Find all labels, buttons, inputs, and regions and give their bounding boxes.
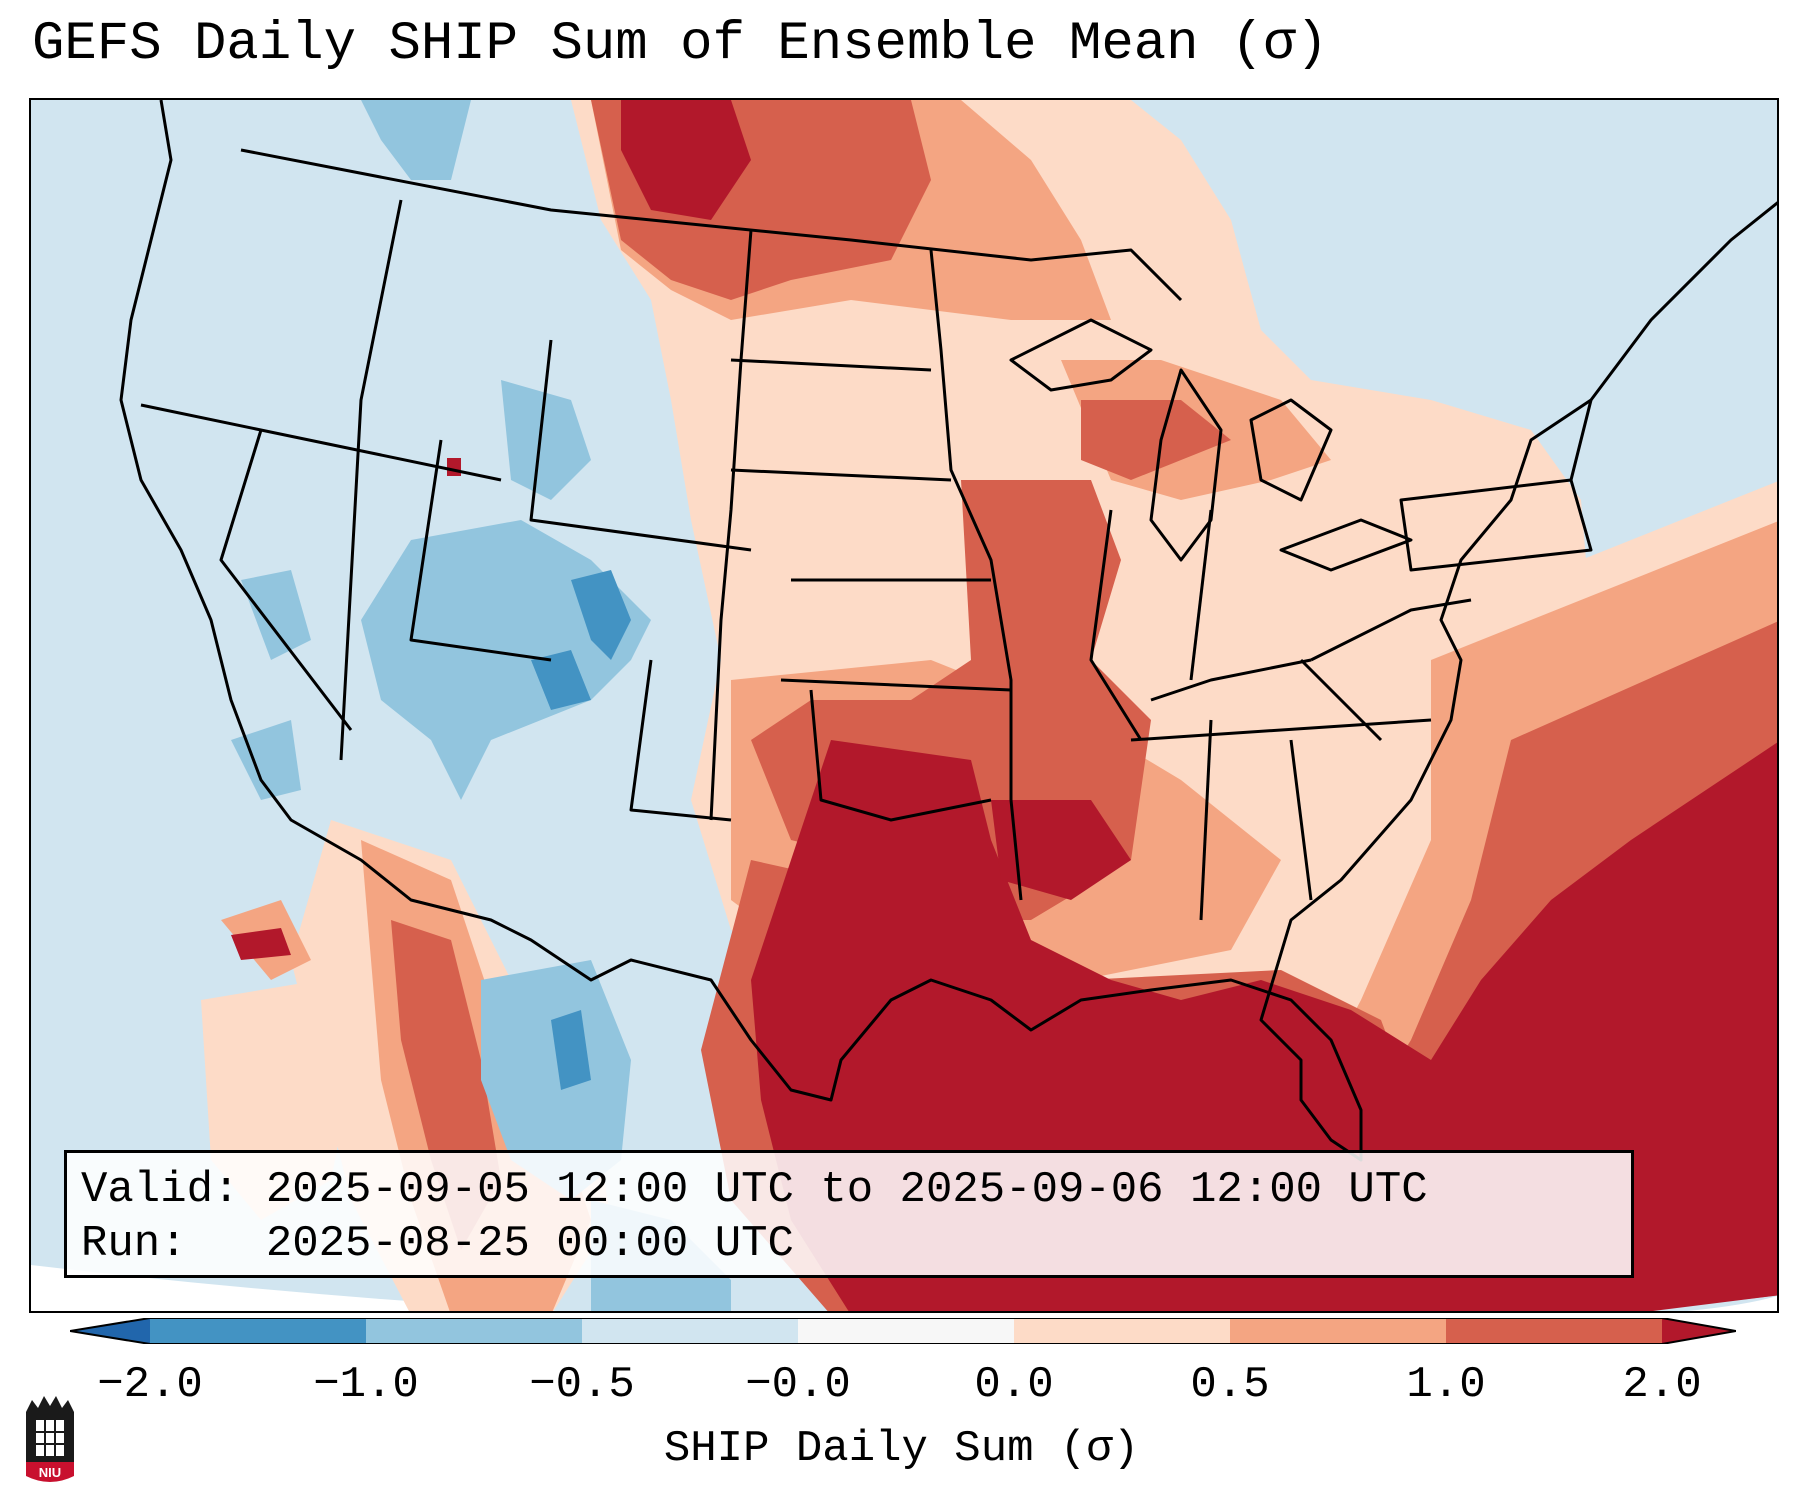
tick-label: 1.0 xyxy=(1406,1360,1486,1410)
colorbar-bin-7 xyxy=(1446,1318,1662,1344)
valid-value: 2025-09-05 12:00 UTC to 2025-09-06 12:00… xyxy=(265,1165,1428,1215)
anomaly-map xyxy=(29,98,1779,1313)
tick-label: −2.0 xyxy=(97,1360,203,1410)
colorbar-bin-1 xyxy=(150,1318,366,1344)
valid-row: Valid: 2025-09-05 12:00 UTC to 2025-09-0… xyxy=(81,1163,1617,1217)
colorbar-low-extend xyxy=(70,1318,150,1344)
tick-label: −1.0 xyxy=(313,1360,419,1410)
run-value: 2025-08-25 00:00 UTC xyxy=(265,1219,794,1269)
logo-text: NIU xyxy=(39,1465,61,1480)
colorbar xyxy=(70,1318,1736,1344)
tick-label: 0.0 xyxy=(974,1360,1054,1410)
colorbar-bin-2 xyxy=(366,1318,582,1344)
map-field xyxy=(31,100,1777,1311)
colorbar-high-extend xyxy=(1662,1318,1736,1344)
tick-label: −0.0 xyxy=(745,1360,851,1410)
colorbar-bin-3 xyxy=(582,1318,798,1344)
run-label: Run: xyxy=(81,1219,187,1269)
tick-label: 0.5 xyxy=(1190,1360,1270,1410)
valid-label: Valid: xyxy=(81,1165,240,1215)
run-row: Run: 2025-08-25 00:00 UTC xyxy=(81,1217,1617,1271)
tick-label: 2.0 xyxy=(1622,1360,1702,1410)
colorbar-ticks: −2.0 −1.0 −0.5 −0.0 0.0 0.5 1.0 2.0 xyxy=(0,1360,1803,1410)
chart-title: GEFS Daily SHIP Sum of Ensemble Mean (σ) xyxy=(32,14,1329,75)
colorbar-bin-5 xyxy=(1014,1318,1230,1344)
tick-label: −0.5 xyxy=(529,1360,635,1410)
colorbar-label: SHIP Daily Sum (σ) xyxy=(663,1424,1140,1474)
validity-info-box: Valid: 2025-09-05 12:00 UTC to 2025-09-0… xyxy=(64,1150,1634,1278)
niu-logo-icon: NIU xyxy=(26,1396,74,1482)
colorbar-bin-6 xyxy=(1230,1318,1446,1344)
colorbar-bin-4 xyxy=(798,1318,1014,1344)
